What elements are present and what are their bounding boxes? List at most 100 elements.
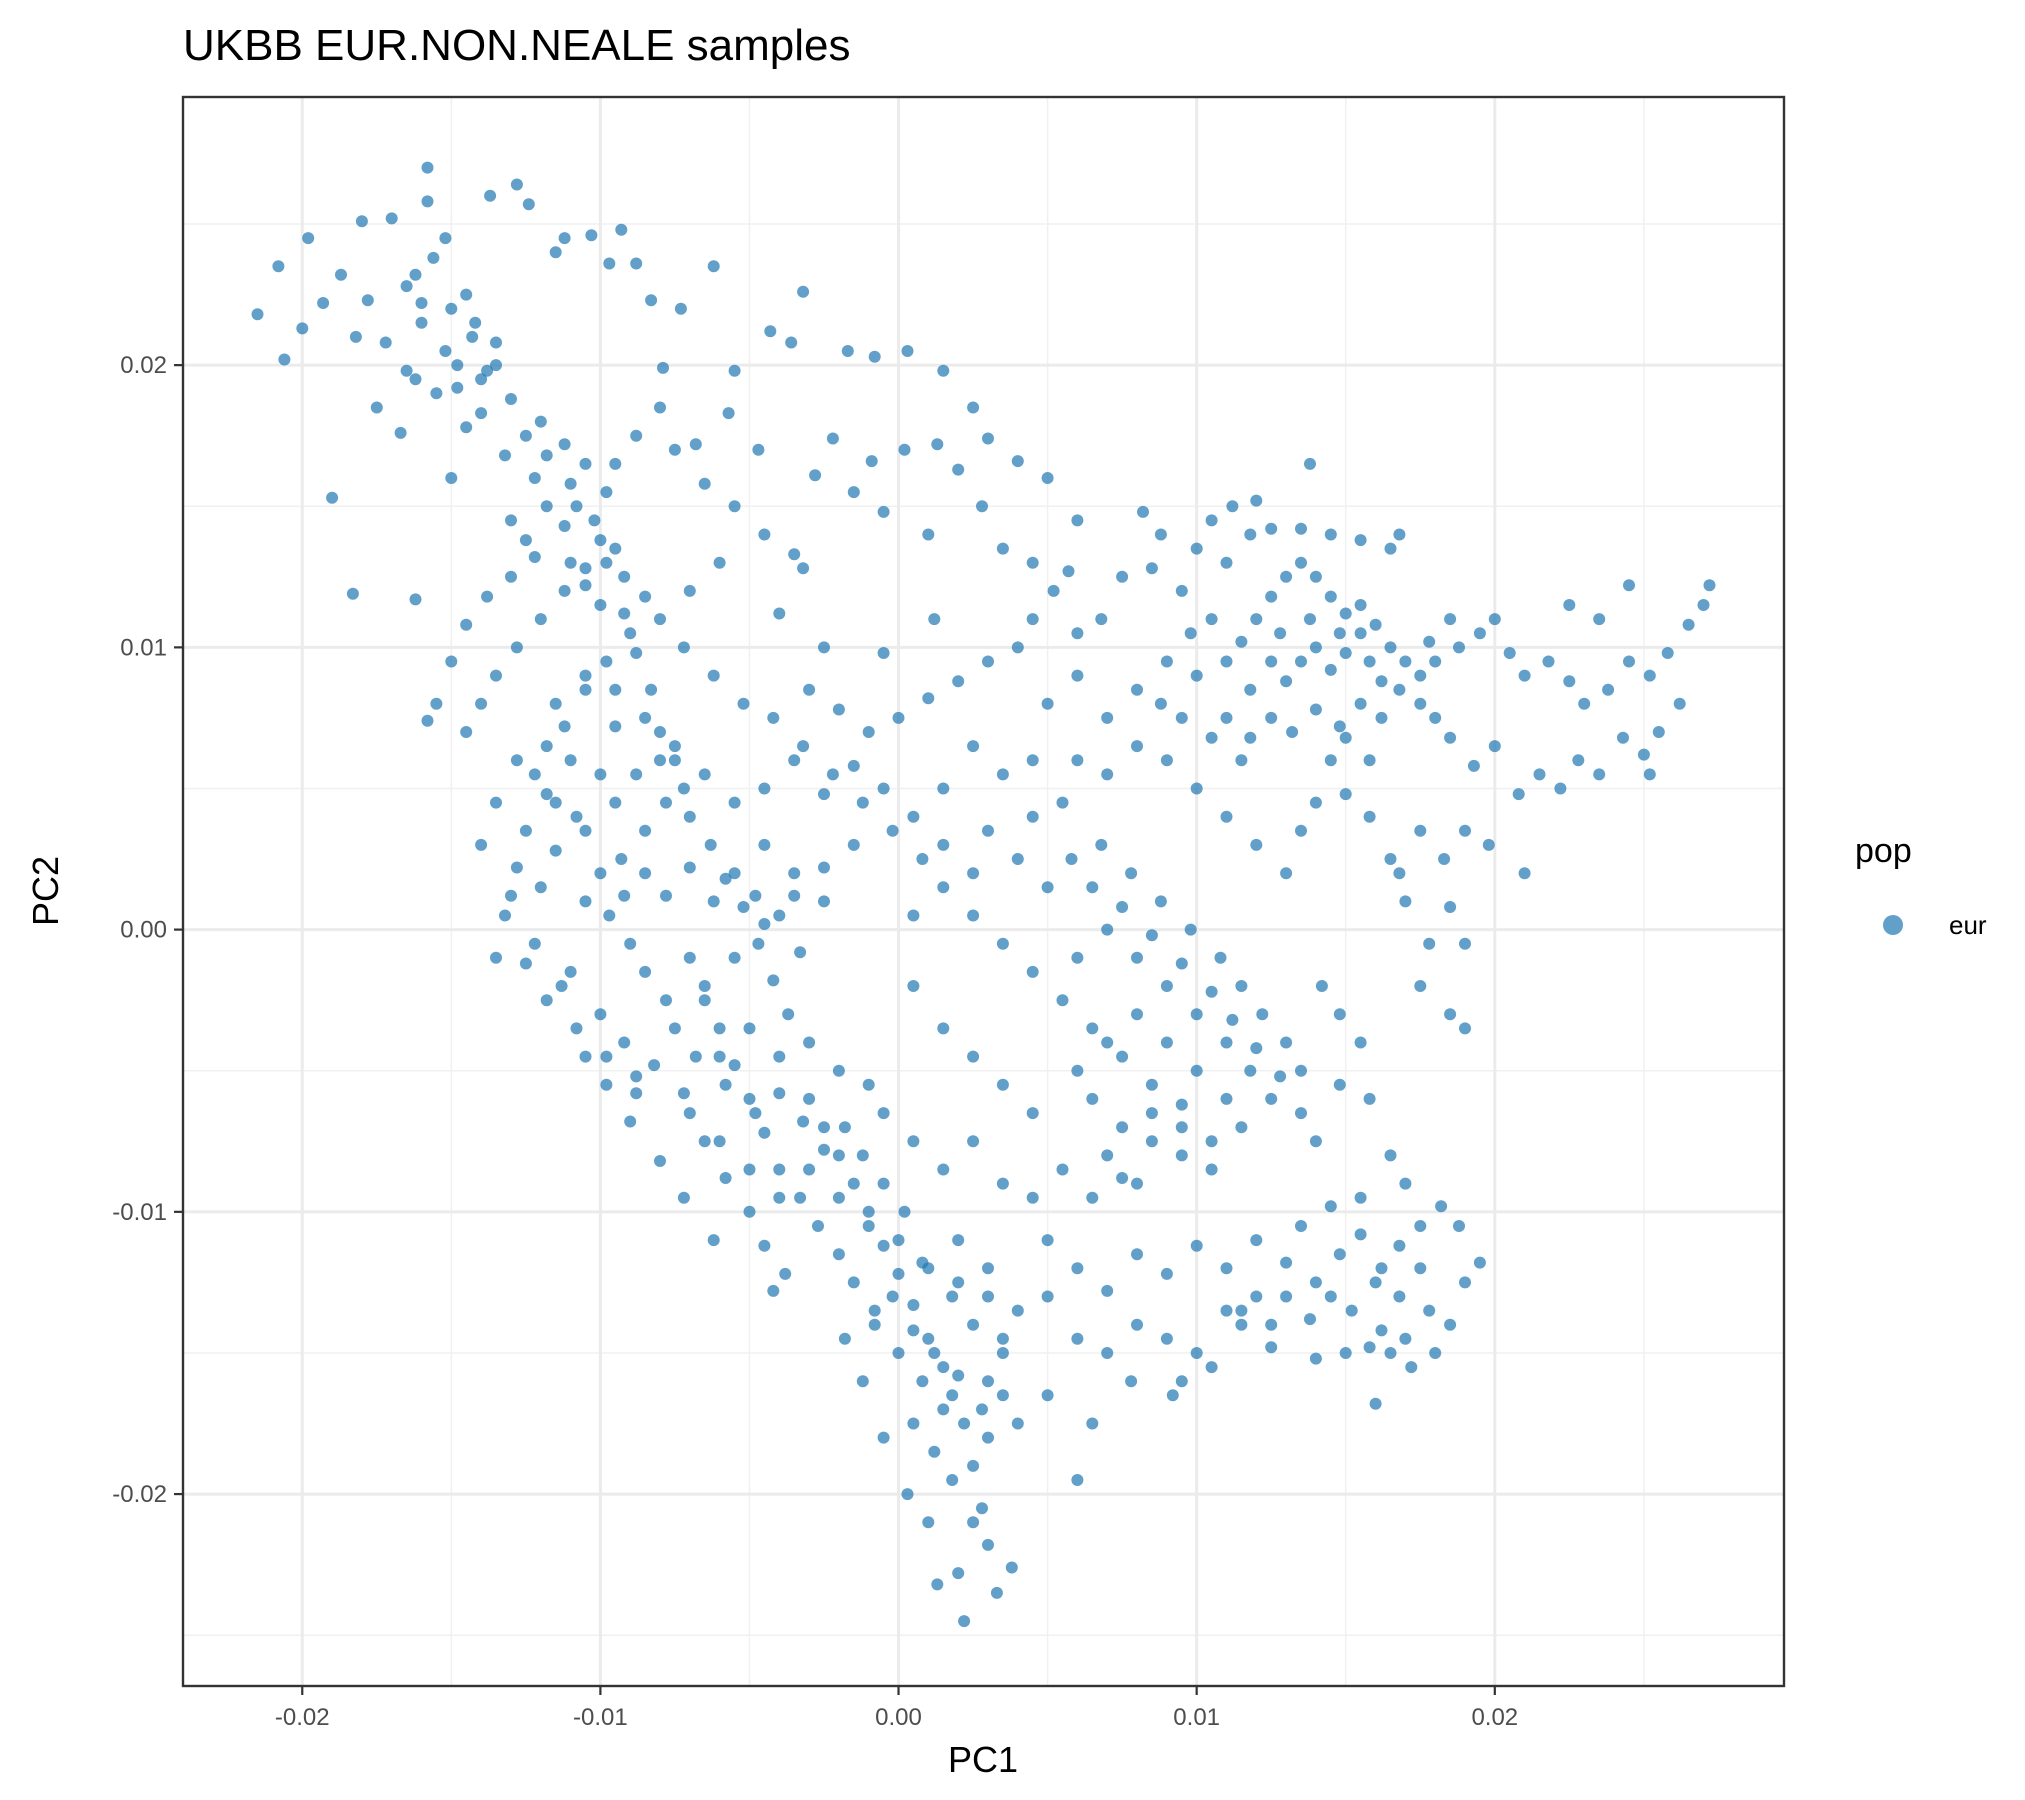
data-point <box>540 449 553 462</box>
data-point <box>1205 1163 1218 1176</box>
data-point <box>1459 937 1471 950</box>
data-point <box>1131 740 1143 753</box>
data-point <box>1414 824 1427 837</box>
data-point <box>1280 1036 1293 1049</box>
data-point <box>937 1022 950 1035</box>
data-point <box>460 288 473 301</box>
data-point <box>540 788 553 801</box>
data-point <box>937 364 950 377</box>
data-point <box>519 824 532 837</box>
data-point <box>952 1567 965 1580</box>
data-point <box>510 861 523 874</box>
data-point <box>660 889 672 902</box>
data-point <box>797 562 810 575</box>
data-point <box>1363 1092 1376 1105</box>
data-point <box>698 1135 711 1148</box>
data-point <box>877 647 890 659</box>
data-point <box>1137 505 1149 518</box>
data-point <box>1071 669 1084 682</box>
data-points <box>251 161 1716 1628</box>
data-point <box>1101 1036 1114 1049</box>
data-point <box>1220 1036 1233 1049</box>
data-point <box>1175 1121 1188 1134</box>
data-point <box>505 889 517 902</box>
data-point <box>707 669 720 682</box>
data-point <box>856 1149 869 1162</box>
data-point <box>1086 1417 1099 1430</box>
data-point <box>654 754 666 767</box>
data-point <box>1682 618 1695 631</box>
data-point <box>400 364 413 377</box>
data-point <box>490 669 502 682</box>
data-point <box>460 618 473 631</box>
data-point <box>1145 1107 1158 1120</box>
data-point <box>1131 1008 1143 1021</box>
data-point <box>1071 951 1084 964</box>
y-tick-label: 0.02 <box>120 352 167 379</box>
data-point <box>892 1267 905 1280</box>
data-point <box>1315 980 1328 992</box>
data-point <box>1154 697 1167 710</box>
data-point <box>1250 838 1263 851</box>
data-point <box>928 613 941 626</box>
data-point <box>862 1078 875 1091</box>
data-point <box>1602 683 1615 696</box>
data-point <box>1503 647 1516 659</box>
data-point <box>558 438 571 451</box>
data-point <box>1324 754 1337 767</box>
data-point <box>1160 655 1173 668</box>
data-point <box>809 469 822 482</box>
data-point <box>654 1155 666 1167</box>
data-point <box>952 463 965 476</box>
data-point <box>1116 901 1129 913</box>
data-point <box>1220 1304 1233 1317</box>
data-point <box>1250 1290 1263 1303</box>
data-point <box>937 1403 950 1416</box>
data-point <box>1205 613 1218 626</box>
data-point <box>1226 500 1239 513</box>
data-point <box>952 1234 965 1247</box>
data-point <box>630 647 643 659</box>
data-point <box>579 824 592 837</box>
data-point <box>847 1177 860 1190</box>
data-point <box>1026 556 1039 569</box>
data-point <box>728 867 741 880</box>
data-point <box>677 782 690 795</box>
data-point <box>788 754 801 767</box>
data-point <box>967 1516 980 1529</box>
data-point <box>928 1347 941 1359</box>
data-point <box>1339 647 1352 659</box>
data-point <box>505 393 517 405</box>
legend-label-eur: eur <box>1949 910 1987 940</box>
data-point <box>1145 1135 1158 1148</box>
data-point <box>335 268 347 281</box>
data-point <box>1444 731 1457 744</box>
data-point <box>618 1036 631 1049</box>
data-point <box>758 838 771 851</box>
data-point <box>1116 570 1129 583</box>
data-point <box>749 889 762 902</box>
data-point <box>937 1361 950 1374</box>
data-point <box>713 556 726 569</box>
data-point <box>1578 697 1591 710</box>
data-point <box>484 189 497 202</box>
data-point <box>609 720 622 733</box>
data-point <box>728 796 741 809</box>
data-point <box>797 285 810 298</box>
data-point <box>907 1299 920 1311</box>
data-point <box>409 373 422 386</box>
data-point <box>892 1347 905 1359</box>
data-point <box>609 683 622 696</box>
data-point <box>519 957 532 970</box>
data-point <box>445 302 458 315</box>
data-point <box>490 951 502 964</box>
data-point <box>1623 579 1635 592</box>
data-point <box>570 810 583 823</box>
data-point <box>1414 1262 1427 1275</box>
data-point <box>439 345 452 357</box>
data-point <box>937 1163 950 1176</box>
data-point <box>677 641 690 654</box>
data-point <box>967 909 980 922</box>
data-point <box>877 1177 890 1190</box>
data-point <box>832 703 845 716</box>
